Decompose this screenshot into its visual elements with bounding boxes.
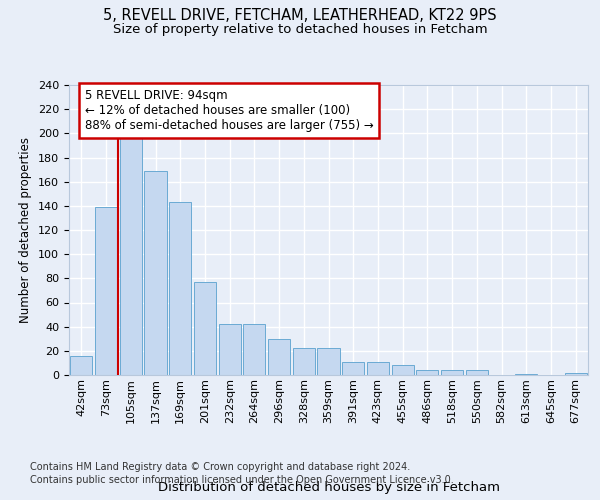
Bar (169, 202, 191, 375)
Text: Size of property relative to detached houses in Fetcham: Size of property relative to detached ho… (113, 22, 487, 36)
Bar (565, 372, 587, 375)
Bar (268, 339, 290, 375)
Bar (119, 137, 142, 375)
Bar (466, 370, 488, 375)
Bar (515, 374, 538, 375)
Text: Contains HM Land Registry data © Crown copyright and database right 2024.: Contains HM Land Registry data © Crown c… (30, 462, 410, 472)
Bar (367, 362, 389, 375)
Text: Contains public sector information licensed under the Open Government Licence v3: Contains public sector information licen… (30, 475, 454, 485)
Bar (392, 366, 414, 375)
Bar (293, 348, 315, 375)
Bar (441, 370, 463, 375)
Bar (95, 207, 117, 375)
Text: 5 REVELL DRIVE: 94sqm
← 12% of detached houses are smaller (100)
88% of semi-det: 5 REVELL DRIVE: 94sqm ← 12% of detached … (85, 90, 373, 132)
Bar (243, 324, 265, 375)
Bar (342, 362, 364, 375)
Bar (317, 348, 340, 375)
Bar (218, 324, 241, 375)
Bar (194, 282, 216, 375)
Bar (145, 171, 167, 375)
Text: 5, REVELL DRIVE, FETCHAM, LEATHERHEAD, KT22 9PS: 5, REVELL DRIVE, FETCHAM, LEATHERHEAD, K… (103, 8, 497, 22)
X-axis label: Distribution of detached houses by size in Fetcham: Distribution of detached houses by size … (157, 481, 499, 494)
Bar (416, 370, 439, 375)
Bar (70, 356, 92, 375)
Y-axis label: Number of detached properties: Number of detached properties (19, 137, 32, 323)
